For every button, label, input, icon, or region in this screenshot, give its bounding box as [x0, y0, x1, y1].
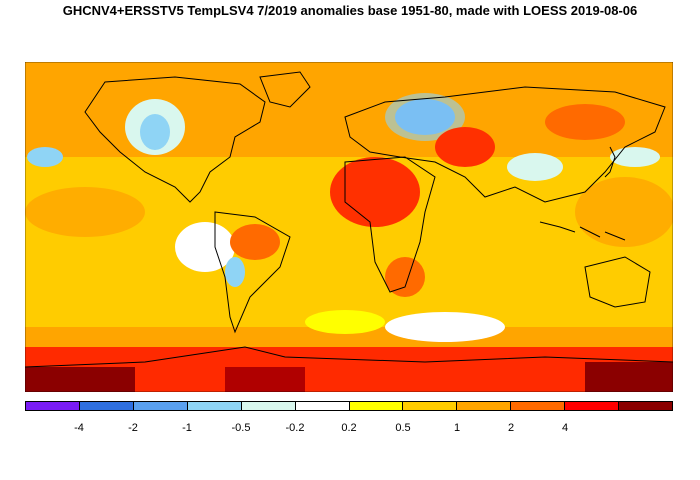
legend-tick-label: 2: [507, 422, 515, 434]
coast-japan: [604, 146, 616, 178]
legend-swatch: [565, 402, 620, 410]
white-patch-south-indian: [385, 312, 505, 342]
legend-tick-labels: -4 -2 -1 -0.5 -0.2 0.2 0.5 1 2 4: [25, 422, 673, 438]
legend-swatch: [241, 402, 296, 410]
cool-patch-east-pacific: [610, 147, 660, 167]
anomaly-map: [25, 62, 673, 392]
cool-patch-south-america: [225, 257, 245, 287]
legend-swatch: [133, 402, 188, 410]
warm-patch-southern-africa: [385, 257, 425, 297]
hot-patch-west-siberia: [435, 127, 495, 167]
legend-swatch: [403, 402, 458, 410]
map-title: GHCNV4+ERSSTV5 TempLSV4 7/2019 anomalies…: [62, 3, 638, 18]
legend-tick-label: 4: [561, 422, 569, 434]
coast-africa: [344, 156, 436, 293]
cool-patch-pacific: [27, 147, 63, 167]
legend-tick-label: 0.5: [395, 422, 411, 434]
coast-antarctica: [25, 346, 673, 368]
legend-tick-label: -0.5: [231, 422, 251, 434]
legend-swatch: [511, 402, 566, 410]
cool-patch-central-asia: [507, 153, 563, 181]
legend-tick-label: 1: [453, 422, 461, 434]
legend-swatch: [457, 402, 512, 410]
coastlines: [25, 71, 673, 368]
legend-swatch: [187, 402, 242, 410]
legend-tick-label: -4: [74, 422, 84, 434]
yellow-patch-south-atlantic: [305, 310, 385, 334]
anomaly-map-canvas: [25, 62, 673, 392]
coast-australia: [584, 256, 651, 308]
coast-greenland: [259, 71, 311, 108]
warm-patch-east-siberia: [545, 104, 625, 140]
cool-patch-scandinavia-halo: [385, 93, 465, 141]
legend-swatch: [619, 402, 673, 410]
coast-south-america: [214, 211, 291, 334]
white-patch-south-pacific: [175, 222, 235, 272]
legend-swatch: [295, 402, 350, 410]
legend-swatch: [79, 402, 134, 410]
antarctic-dark-west: [25, 367, 135, 392]
legend-tick-label: 0.2: [341, 422, 357, 434]
cool-patch-north-america-core: [140, 114, 170, 150]
legend-swatch: [26, 402, 80, 410]
legend-tick-label: -2: [128, 422, 138, 434]
color-legend: [25, 401, 673, 411]
coast-indonesia: [539, 221, 626, 241]
warm-patch-west-pacific: [575, 177, 673, 247]
coast-north-america: [84, 76, 266, 203]
legend-tick-label: -1: [182, 422, 192, 434]
warm-patch-central-pacific: [25, 187, 145, 237]
hot-patch-north-africa: [330, 157, 420, 227]
legend-swatch: [349, 402, 404, 410]
warm-patch-brazil: [230, 224, 280, 260]
antarctic-dark-east: [585, 362, 673, 392]
antarctic-dark-mid: [225, 367, 305, 392]
legend-tick-label: -0.2: [285, 422, 305, 434]
